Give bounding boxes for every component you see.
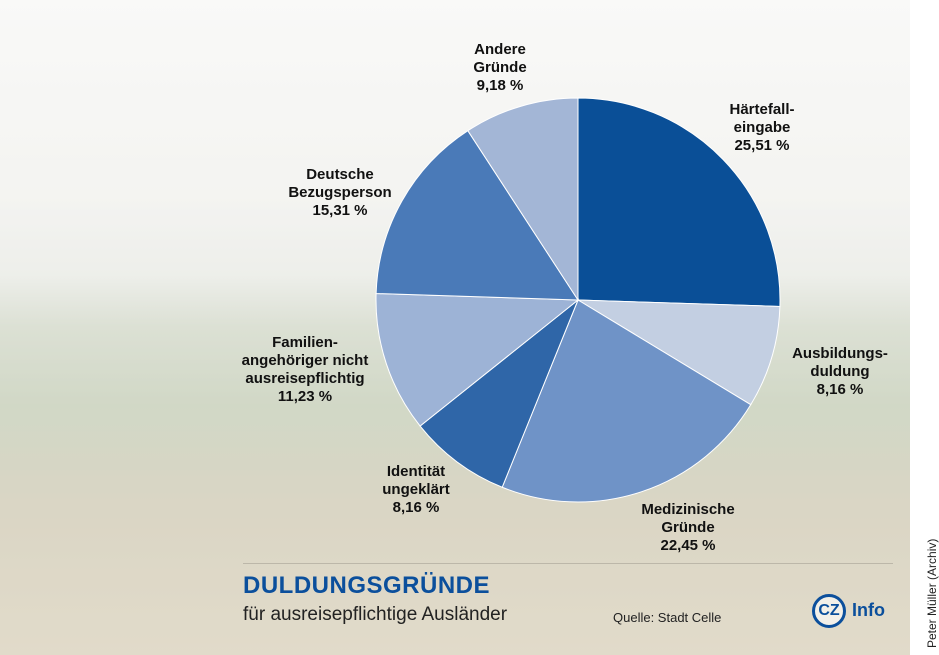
pie-slice [576, 299, 781, 406]
category-label: Härtefall- eingabe [729, 101, 795, 136]
chart-title: DULDUNGSGRÜNDE [243, 572, 490, 599]
photo-credit: Peter Müller (Archiv) [925, 538, 939, 648]
logo: CZ [812, 594, 846, 628]
slice-label: Ausbildungs- duldung 8,16 % [792, 345, 888, 399]
pie-slice [375, 129, 579, 301]
slice-label: Identität ungeklärt 8,16 % [382, 463, 450, 517]
slice-label: Medizinische Gründe 22,45 % [641, 501, 734, 555]
value-label: 11,23 % [277, 388, 333, 405]
value-label: 8,16 % [816, 381, 864, 398]
value-label: 15,31 % [312, 202, 368, 219]
pie-slice [501, 299, 752, 503]
value-label: 22,45 % [660, 537, 716, 554]
slice-label: Härtefall- eingabe 25,51 % [729, 101, 794, 155]
divider [243, 563, 893, 564]
category-label: Deutsche Bezugsperson [288, 166, 392, 201]
slice-label: Familien- angehöriger nicht ausreisepfli… [242, 334, 369, 406]
category-label: Ausbildungs- duldung [792, 345, 888, 380]
value-label: 8,16 % [392, 499, 440, 516]
chart-subtitle: für ausreisepflichtige Ausländer [243, 604, 508, 625]
value-label: 25,51 % [734, 137, 790, 154]
category-label: Familien- angehöriger nicht ausreisepfli… [241, 334, 369, 387]
category-label: Identität ungeklärt [382, 463, 450, 498]
category-label: Medizinische Gründe [641, 501, 735, 536]
pie-slice [419, 298, 580, 488]
pie-slice [467, 97, 579, 302]
slice-label: Deutsche Bezugsperson 15,31 % [288, 166, 391, 220]
logo-text: Info [852, 600, 885, 620]
source: Quelle: Stadt Celle [613, 610, 722, 625]
pie-slice [375, 293, 580, 427]
value-label: 9,18 % [476, 77, 524, 94]
slice-label: Andere Gründe 9,18 % [473, 41, 526, 95]
pie-slice [577, 97, 781, 307]
category-label: Andere Gründe [473, 41, 527, 76]
